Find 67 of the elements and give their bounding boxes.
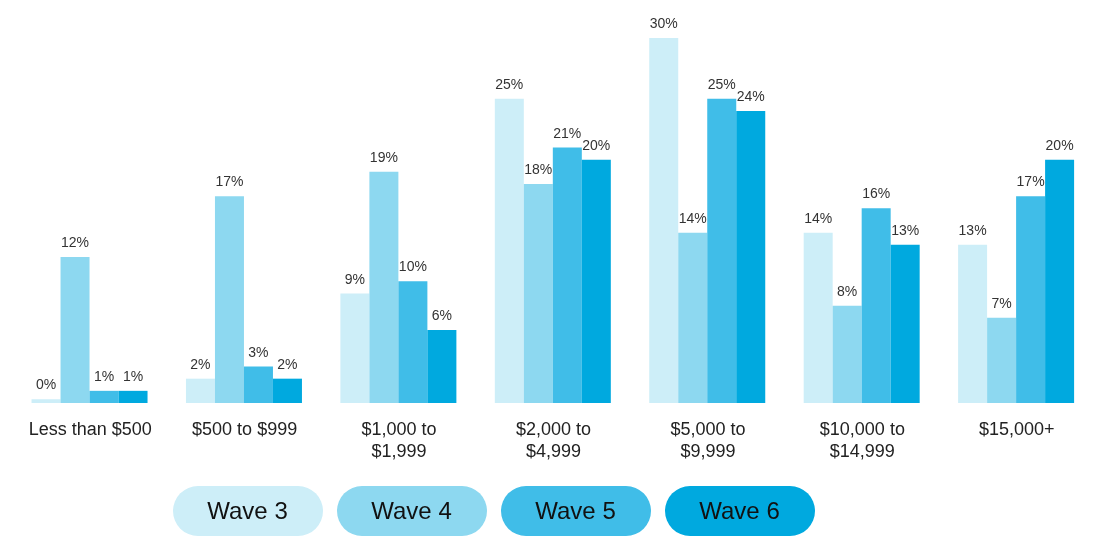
data-label: 6%	[431, 307, 453, 323]
x-tick-label: $10,000 to $14,999	[819, 419, 905, 461]
x-tick-label: $1,000 to $1,999	[361, 419, 437, 461]
bar	[494, 98, 524, 403]
text: Wave 5	[500, 486, 651, 536]
data-label: 8%	[837, 282, 858, 299]
data-label: 24%	[736, 88, 765, 104]
bar	[890, 244, 920, 403]
data-label: 18%	[524, 161, 553, 177]
bar	[1045, 159, 1075, 403]
data-label: 2%	[277, 355, 298, 372]
data-label: 17%	[215, 173, 244, 190]
data-label: 19%	[369, 148, 398, 165]
text: Wave 4	[336, 486, 487, 536]
data-label: 30%	[649, 15, 678, 31]
bar	[678, 232, 708, 403]
bar	[861, 208, 891, 403]
data-label: 0%	[35, 376, 57, 393]
x-tick-label: $15,000+	[979, 419, 1055, 440]
data-label: 12%	[61, 234, 90, 250]
data-label: 14%	[678, 209, 707, 226]
bar	[427, 330, 457, 403]
data-label: 20%	[582, 136, 611, 153]
bar	[369, 171, 399, 403]
bar	[736, 111, 766, 403]
bar	[185, 378, 215, 403]
bar	[581, 159, 611, 403]
bar	[1016, 196, 1046, 403]
bar	[340, 293, 370, 403]
data-label: 17%	[1016, 173, 1045, 190]
bar	[89, 390, 119, 403]
data-label: 21%	[553, 124, 582, 141]
bar	[214, 196, 244, 403]
bar	[60, 257, 90, 403]
bar	[523, 184, 553, 403]
text: Wave 3	[172, 486, 323, 536]
text: Wave 6	[664, 486, 815, 536]
bar	[243, 366, 273, 403]
bar	[958, 244, 988, 403]
bar	[649, 38, 679, 403]
bar	[707, 98, 737, 403]
bar	[987, 317, 1017, 403]
data-label: 1%	[93, 367, 115, 384]
bar	[398, 281, 428, 403]
data-label: 16%	[862, 185, 891, 202]
data-label: 25%	[495, 75, 524, 92]
data-label: 1%	[122, 367, 144, 384]
x-tick-label: $500 to $999	[192, 419, 298, 440]
x-tick-label: Less than $500	[28, 419, 152, 440]
bar	[118, 390, 148, 403]
x-tick-label: $5,000 to $9,999	[670, 419, 746, 461]
bar	[832, 305, 862, 403]
bar	[272, 378, 302, 403]
data-label: 20%	[1045, 136, 1074, 153]
data-label: 7%	[991, 294, 1012, 311]
bar	[803, 232, 833, 403]
data-label: 13%	[891, 221, 920, 238]
data-label: 2%	[190, 355, 211, 372]
bar	[31, 399, 61, 403]
data-label: 13%	[958, 221, 987, 238]
data-label: 3%	[248, 343, 269, 360]
data-label: 25%	[707, 75, 736, 92]
data-label: 10%	[398, 258, 427, 275]
bar	[552, 147, 582, 403]
data-label: 14%	[804, 209, 833, 226]
data-label: 9%	[344, 270, 366, 287]
x-tick-label: $2,000 to $4,999	[515, 419, 592, 461]
